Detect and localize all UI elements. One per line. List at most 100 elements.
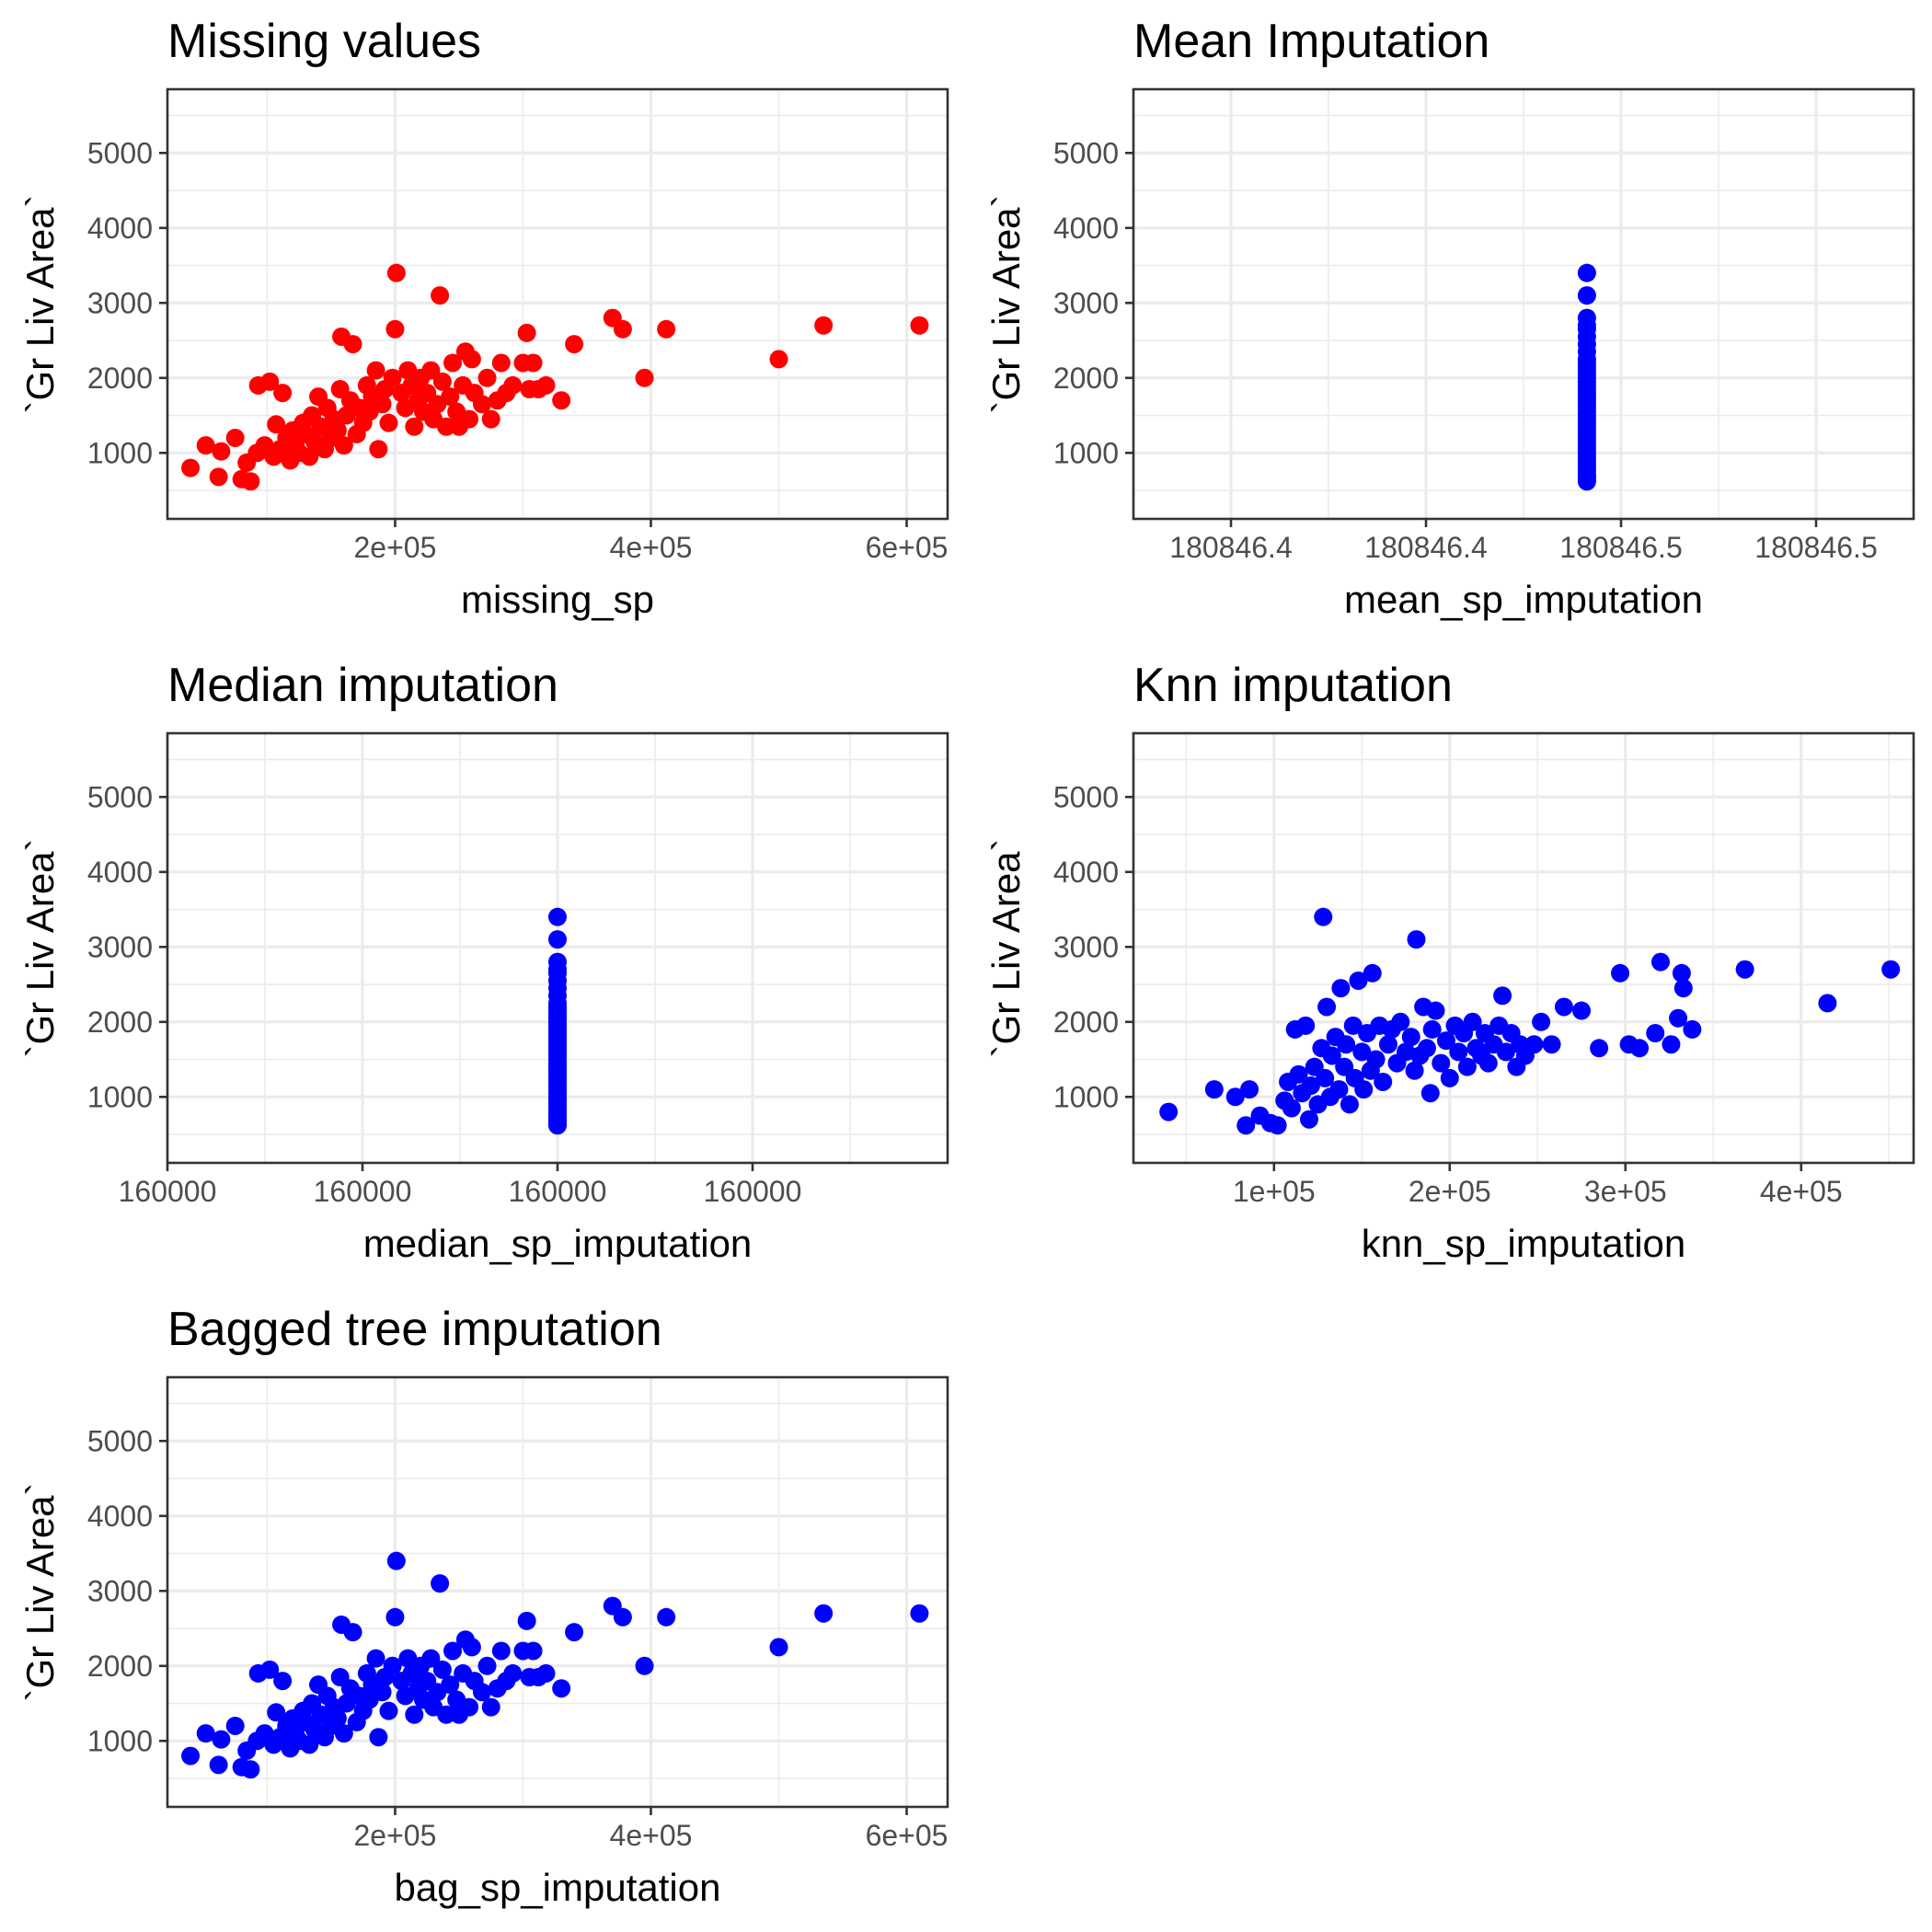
data-point (181, 458, 201, 477)
data-point (536, 1663, 556, 1683)
data-point (565, 335, 584, 354)
data-point (196, 436, 215, 455)
data-point (273, 1672, 293, 1691)
data-point (212, 442, 231, 461)
y-axis-title: `Gr Liv Area` (18, 1482, 62, 1701)
data-point (477, 368, 497, 387)
data-point (1542, 1035, 1561, 1054)
y-tick-label: 3000 (1053, 930, 1119, 963)
data-point (432, 372, 452, 391)
data-point (657, 319, 676, 339)
y-axis-title: `Gr Liv Area` (18, 194, 62, 413)
data-point (481, 409, 500, 429)
data-point (1343, 1016, 1363, 1035)
data-point (462, 350, 481, 369)
y-tick-label: 2000 (87, 362, 153, 395)
x-axis-title: mean_sp_imputation (1344, 578, 1703, 621)
data-point (1577, 286, 1596, 305)
data-point (1405, 1061, 1424, 1080)
data-point (383, 1656, 402, 1675)
data-point (1322, 1046, 1341, 1065)
data-point (432, 1660, 452, 1679)
data-point (460, 1697, 479, 1717)
data-point (1299, 1110, 1318, 1129)
scatter-plot-bagged-tree-imputation: 2e+05 4e+05 6e+05 1000 2000 3000 4000 5000 Bagge… (18, 1303, 949, 1909)
data-point (1669, 1008, 1688, 1028)
data-point (441, 1675, 460, 1695)
data-point (517, 1611, 536, 1630)
data-point (225, 1716, 245, 1735)
panel-knn-imputation: 1e+05 2e+05 3e+05 4e+05 1000 2000 3000 4000 5000… (966, 644, 1932, 1288)
data-point (1524, 1035, 1544, 1054)
x-tick-label: 160000 (119, 1175, 217, 1208)
data-point (366, 1649, 385, 1668)
data-point (1463, 1012, 1482, 1031)
data-point (1296, 1016, 1316, 1035)
data-point (209, 467, 228, 487)
x-axis-title: knn_sp_imputation (1362, 1222, 1686, 1265)
data-point (1662, 1035, 1681, 1054)
chart-title: Knn imputation (1133, 659, 1453, 712)
x-tick-label: 180846.5 (1754, 531, 1877, 564)
data-points (1577, 263, 1596, 491)
data-point (613, 1607, 632, 1627)
data-point (517, 323, 536, 342)
data-point (523, 353, 543, 373)
data-point (1672, 963, 1691, 983)
data-point (443, 353, 463, 373)
x-tick-label: 180846.4 (1169, 531, 1292, 564)
y-tick-label: 5000 (87, 1424, 153, 1457)
data-points (181, 1551, 929, 1779)
data-point (910, 316, 929, 335)
data-point (405, 1705, 424, 1724)
data-point (1673, 979, 1693, 998)
data-point (1532, 1012, 1551, 1031)
y-tick-label: 2000 (1053, 1006, 1119, 1039)
x-tick-label: 3e+05 (1584, 1175, 1667, 1208)
data-point (769, 1638, 788, 1657)
data-point (523, 1641, 543, 1661)
data-point (1426, 1001, 1445, 1020)
y-tick-label: 3000 (1053, 286, 1119, 319)
data-point (1420, 1084, 1440, 1103)
y-tick-label: 1000 (87, 1724, 153, 1757)
data-point (1493, 986, 1512, 1006)
data-point (1314, 907, 1333, 926)
y-tick-label: 4000 (87, 1500, 153, 1533)
x-tick-label: 180846.5 (1559, 531, 1682, 564)
data-point (1340, 1095, 1359, 1114)
data-point (1572, 1001, 1592, 1020)
data-point (481, 1697, 500, 1717)
y-tick-label: 5000 (1053, 780, 1119, 813)
y-tick-label: 5000 (87, 136, 153, 169)
data-point (910, 1604, 929, 1623)
data-point (383, 368, 402, 387)
data-point (196, 1724, 215, 1743)
data-point (443, 1641, 463, 1661)
y-tick-label: 2000 (87, 1006, 153, 1039)
data-point (635, 368, 654, 387)
data-point (241, 1760, 260, 1779)
data-point (1268, 1116, 1287, 1135)
data-point (657, 1607, 676, 1627)
data-point (1225, 1087, 1245, 1107)
chart-title: Missing values (167, 15, 481, 68)
data-point (503, 1663, 523, 1683)
data-point (369, 1728, 388, 1747)
data-point (503, 375, 523, 395)
x-tick-label: 160000 (704, 1175, 802, 1208)
data-point (1577, 263, 1596, 282)
y-tick-label: 1000 (1053, 1080, 1119, 1113)
data-point (814, 1604, 834, 1623)
scatter-plot-missing-values: 2e+05 4e+05 6e+05 1000 2000 3000 4000 5000 Missi… (18, 15, 949, 621)
scatter-plot-knn-imputation: 1e+05 2e+05 3e+05 4e+05 1000 2000 3000 4000 5000… (984, 659, 1915, 1265)
data-point (1650, 952, 1670, 972)
data-point (1374, 1072, 1393, 1091)
x-tick-label: 180846.4 (1364, 531, 1487, 564)
data-point (181, 1746, 201, 1765)
y-tick-label: 1000 (87, 1080, 153, 1113)
x-axis-title: median_sp_imputation (363, 1222, 753, 1265)
data-point (1352, 1042, 1372, 1062)
data-point (1422, 1019, 1442, 1039)
data-point (267, 415, 286, 434)
